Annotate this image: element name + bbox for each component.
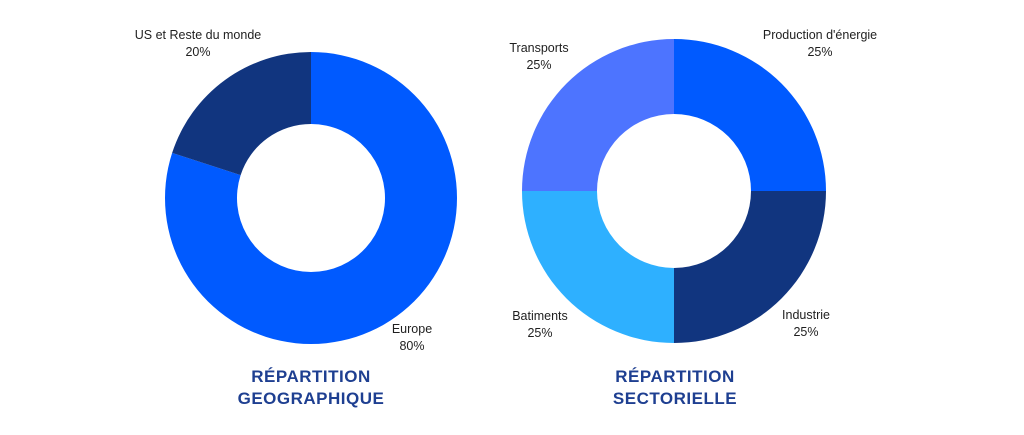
chart-title-line-1: RÉPARTITION xyxy=(251,367,370,386)
chart-title-line-1: RÉPARTITION xyxy=(615,367,734,386)
slice-europe xyxy=(165,52,458,344)
slice-us-et-reste-du-monde xyxy=(172,52,311,176)
slice-value-europe: 80% xyxy=(399,339,424,353)
slice-transports xyxy=(522,39,674,191)
chart-title-line-2: SECTORIELLE xyxy=(613,389,737,408)
slice-value-industrie: 25% xyxy=(793,325,818,339)
slice-label-batiments: Batiments xyxy=(512,309,568,323)
sectoral-donut-chart: Production d'énergie 25% Industrie 25% Batim… xyxy=(509,28,877,408)
slice-batiments xyxy=(522,191,674,343)
chart-title-line-2: GEOGRAPHIQUE xyxy=(238,389,385,408)
slice-value-production-d-energie: 25% xyxy=(807,45,832,59)
slice-industrie xyxy=(674,191,826,343)
slice-label-production-d-energie: Production d'énergie xyxy=(763,28,877,42)
slice-production-d-energie xyxy=(674,39,826,191)
slice-label-industrie: Industrie xyxy=(782,308,830,322)
slice-label-transports: Transports xyxy=(509,41,568,55)
slice-value-batiments: 25% xyxy=(527,326,552,340)
slice-label-us-et-reste-du-monde: US et Reste du monde xyxy=(135,28,262,42)
slice-value-us-et-reste-du-monde: 20% xyxy=(185,45,210,59)
slice-label-europe: Europe xyxy=(392,322,432,336)
geographic-donut-chart: Europe 80% US et Reste du monde 20% RÉPARTIT… xyxy=(135,28,458,408)
slice-value-transports: 25% xyxy=(526,58,551,72)
